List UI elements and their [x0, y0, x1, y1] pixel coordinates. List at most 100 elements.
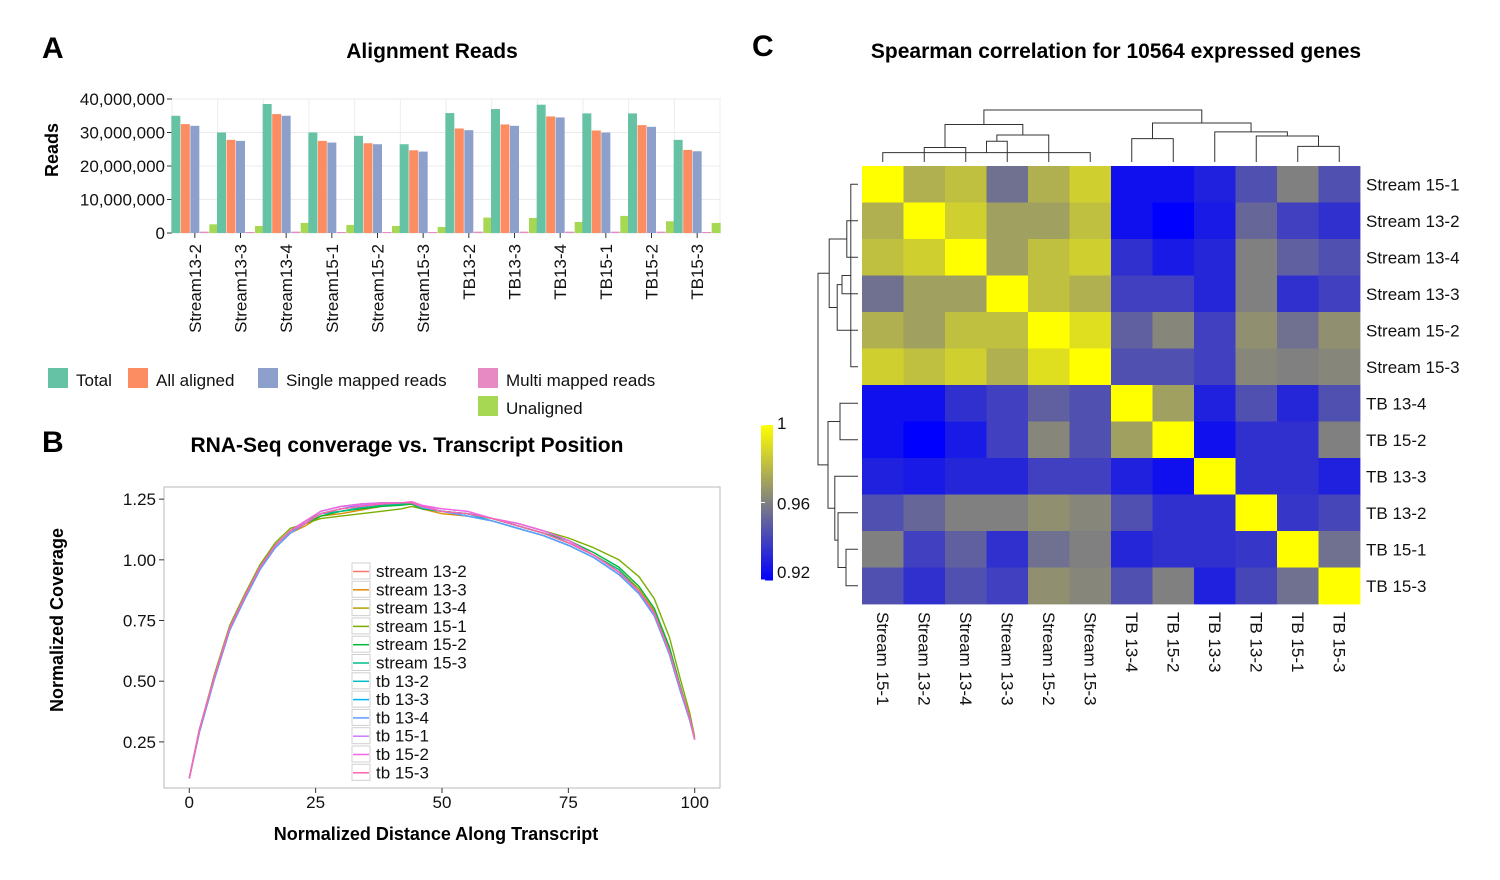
heatmap-cell: [1194, 494, 1236, 532]
heatmap-cell: [1318, 567, 1361, 605]
heatmap-cell: [1318, 421, 1361, 459]
line-x-tick-label: 25: [306, 793, 325, 812]
dendrogram-branch: [986, 140, 1008, 162]
heatmap-cell: [1318, 312, 1361, 349]
bar: [409, 150, 419, 233]
heatmap-cell: [1235, 348, 1278, 386]
bar: [673, 139, 683, 233]
heatmap-column-label: TB 15-3: [1329, 612, 1348, 672]
line-legend-label: stream 15-1: [376, 617, 467, 636]
heatmap-cell: [945, 567, 987, 605]
colorbar-segment: [761, 577, 773, 581]
heatmap-cell: [903, 458, 946, 495]
heatmap-row-label: Stream 13-3: [1366, 285, 1460, 304]
heatmap-cell: [986, 312, 1029, 349]
heatmap-cell: [986, 567, 1029, 605]
colorbar-segment: [761, 484, 773, 488]
heatmap-cell: [1152, 239, 1195, 276]
bar: [483, 217, 493, 233]
series-line: [188, 505, 696, 779]
colorbar-segment: [761, 533, 773, 537]
heatmap-cell: [1152, 531, 1195, 568]
bar: [591, 130, 601, 233]
heatmap-cell: [986, 458, 1029, 495]
colorbar-segment: [761, 543, 773, 547]
dendrogram-branch: [845, 548, 858, 587]
colorbar-segment: [761, 536, 773, 540]
bar: [272, 114, 282, 233]
bar: [656, 231, 666, 233]
heatmap-cell: [1111, 239, 1153, 276]
column-dendrogram: [882, 109, 1340, 162]
colorbar-segment: [761, 468, 773, 472]
heatmap-cell: [986, 531, 1029, 568]
dendrogram-branch: [1131, 138, 1174, 162]
bar-y-tick-label: 20,000,000: [80, 157, 165, 176]
heatmap-cell: [1318, 458, 1361, 495]
colorbar-segment: [761, 476, 773, 480]
heatmap-cell: [945, 348, 987, 386]
heatmap-cell: [903, 275, 946, 313]
bar-x-tick-label: Stream13-2: [186, 244, 205, 333]
bar: [255, 225, 264, 233]
line-chart-x-axis-label: Normalized Distance Along Transcript: [274, 824, 598, 844]
dendrogram-branch: [944, 124, 1024, 148]
dendrogram-branch: [983, 109, 1203, 125]
bar: [180, 124, 190, 233]
heatmap-cell: [1028, 239, 1070, 276]
heatmap-cell: [1235, 312, 1278, 349]
bar: [327, 142, 337, 233]
heatmap-cell: [862, 202, 904, 240]
line-legend-label: tb 13-2: [376, 672, 429, 691]
dendrogram-branch: [836, 284, 858, 331]
colorbar-tick-label: 1: [777, 414, 786, 433]
heatmap-cell: [1318, 531, 1361, 568]
heatmap-cell: [862, 421, 904, 459]
heatmap-cell: [903, 421, 946, 459]
heatmap-cell: [1028, 567, 1070, 605]
colorbar-segment: [761, 435, 773, 439]
heatmap-cell: [1111, 385, 1153, 422]
heatmap-cell: [862, 166, 904, 203]
colorbar-segment: [761, 432, 773, 436]
heatmap-cell: [1111, 202, 1153, 240]
bar-x-tick-label: Stream15-3: [414, 244, 433, 333]
heatmap-row-label: Stream 13-4: [1366, 248, 1460, 267]
colorbar-segment: [761, 554, 773, 558]
heatmap-cell: [903, 531, 946, 568]
panel-c-label: C: [752, 30, 774, 63]
bar: [300, 222, 310, 233]
colorbar-segment: [761, 437, 773, 441]
dendrogram-branch: [837, 512, 858, 568]
heatmap-cell: [903, 494, 946, 532]
heatmap-row-label: TB 15-3: [1366, 577, 1426, 596]
colorbar-segment: [761, 549, 773, 553]
colorbar-segment: [761, 556, 773, 560]
heatmap-cell: [1235, 458, 1278, 495]
line-legend-label: tb 15-2: [376, 745, 429, 764]
heatmap-cell: [1028, 421, 1070, 459]
colorbar-segment: [761, 561, 773, 565]
colorbar-segment: [761, 530, 773, 534]
bar: [245, 231, 255, 233]
colorbar-segment: [761, 487, 773, 491]
heatmap-cell: [1111, 421, 1153, 459]
heatmap-cell: [1194, 567, 1236, 605]
heatmap-row-label: Stream 15-2: [1366, 321, 1460, 340]
colorbar-segment: [761, 502, 773, 506]
legend-swatch: [478, 396, 498, 416]
colorbar-segment: [761, 574, 773, 578]
heatmap-cell: [1318, 275, 1361, 313]
colorbar-segment: [761, 471, 773, 475]
heatmap-cell: [1111, 531, 1153, 568]
heatmap-cell: [945, 458, 987, 495]
colorbar-segment: [761, 541, 773, 545]
bar: [281, 115, 291, 233]
colorbar-segment: [761, 510, 773, 514]
line-legend-label: tb 15-1: [376, 727, 429, 746]
colorbar-segment: [761, 463, 773, 467]
colorbar-segment: [761, 479, 773, 483]
line-chart-y-axis-label: Normalized Coverage: [47, 528, 67, 712]
heatmap-cell: [986, 166, 1029, 203]
colorbar-segment: [761, 538, 773, 542]
